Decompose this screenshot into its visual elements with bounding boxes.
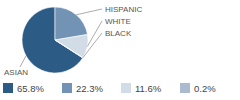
legend: 65.8% 22.3% 11.6% 0.2% [3, 83, 216, 94]
category-label: ASIAN [4, 68, 28, 77]
legend-label: 22.3% [76, 83, 103, 94]
legend-swatch [180, 83, 190, 93]
pie-slice [55, 34, 88, 57]
leader-line [20, 56, 26, 67]
legend-swatch [62, 83, 72, 93]
legend-label: 0.2% [194, 83, 216, 94]
category-label: BLACK [105, 29, 132, 38]
legend-swatch [121, 83, 131, 93]
category-label: HISPANIC [105, 5, 142, 14]
leader-line [76, 9, 102, 15]
category-label: WHITE [105, 17, 131, 26]
chart: ASIAN HISPANIC WHITE BLACK 65.8% 22.3% 11.6% 0.… [0, 0, 240, 100]
pie-slice [55, 40, 83, 58]
legend-label: 65.8% [17, 83, 44, 94]
legend-label: 11.6% [135, 83, 162, 94]
pie [22, 7, 88, 73]
leader-line [83, 33, 102, 58]
legend-swatch [3, 83, 13, 93]
